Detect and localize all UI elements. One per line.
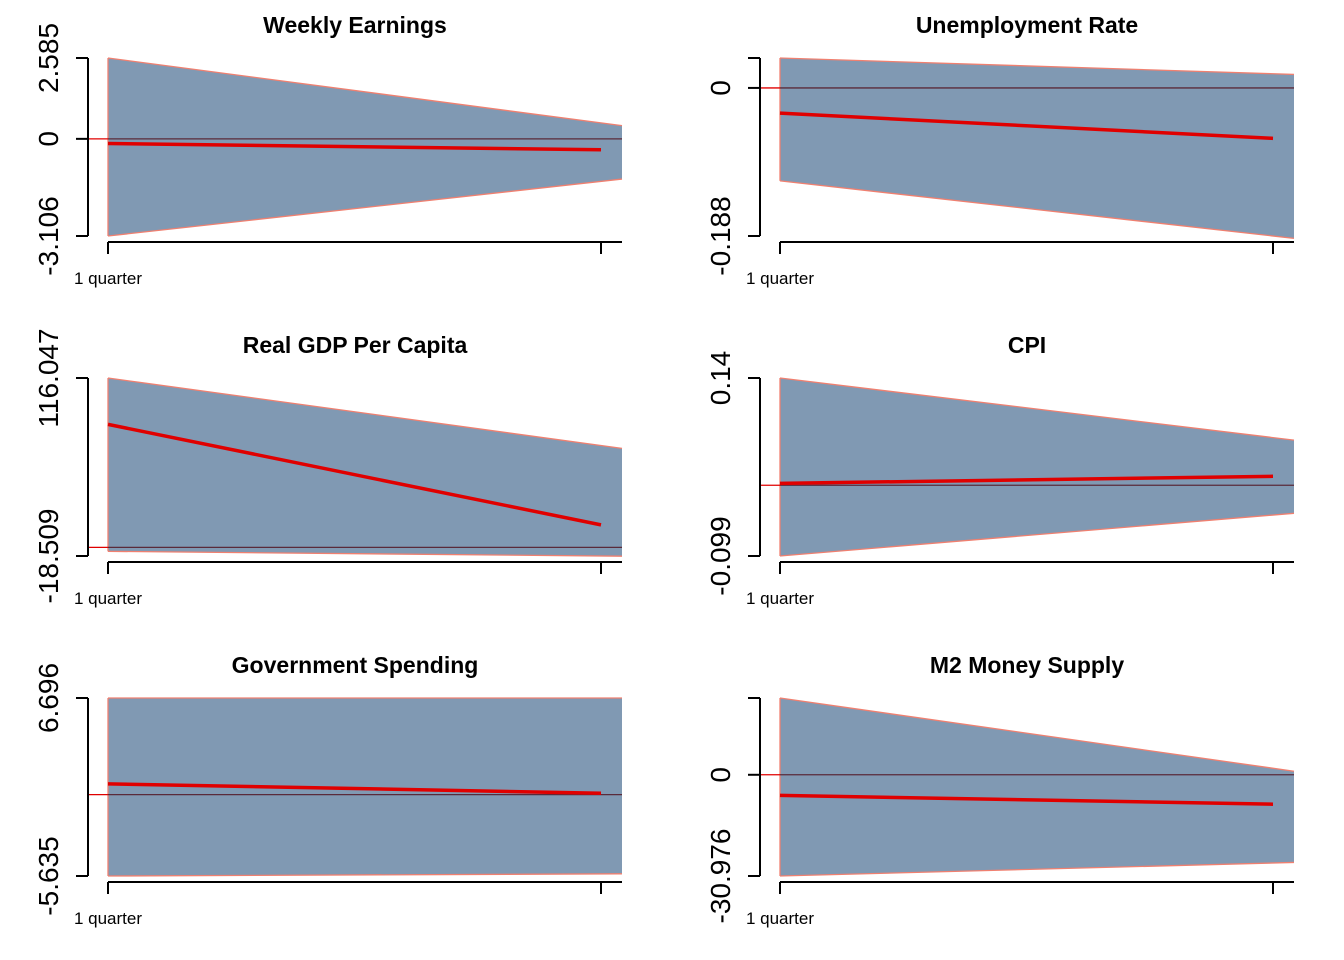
panel-title: M2 Money Supply xyxy=(930,652,1124,678)
upper-bound-line xyxy=(107,57,623,127)
x-tick-label: 1 quarter xyxy=(74,909,142,928)
y-tick-label: 116.047 xyxy=(33,328,64,427)
impulse-response-line xyxy=(779,111,1274,141)
lower-bound-line xyxy=(779,861,1295,877)
y-tick-label: -0.099 xyxy=(705,516,736,595)
lower-bound-line xyxy=(107,550,623,557)
confidence-band xyxy=(780,698,1294,876)
lower-bound-line xyxy=(779,512,1295,557)
panel-title: CPI xyxy=(1008,332,1046,358)
impulse-response-line xyxy=(107,782,602,795)
y-tick-label: 0.14 xyxy=(705,351,736,406)
upper-bound-line xyxy=(779,377,1295,441)
panel-5: -5.635 6.696 1 quarter Government Spending xyxy=(33,652,623,928)
panel-4: -0.099 0.14 1 quarter CPI xyxy=(705,332,1295,608)
x-tick-label: 1 quarter xyxy=(74,269,142,288)
y-tick-label: -30.976 xyxy=(705,829,736,924)
upper-bound-line xyxy=(779,57,1295,76)
confidence-band xyxy=(780,378,1294,556)
y-tick-label: -3.106 xyxy=(33,196,64,275)
confidence-band xyxy=(108,378,622,557)
panel-6: -30.976 0 1 quarter M2 Money Supply xyxy=(705,652,1295,928)
y-tick-label: 0 xyxy=(705,767,736,783)
lower-bound-line xyxy=(107,178,623,237)
y-tick-label: 6.696 xyxy=(33,663,64,733)
lower-bound-line xyxy=(107,873,623,877)
y-tick-label: 0 xyxy=(33,131,64,147)
y-tick-label: 2.585 xyxy=(33,23,64,93)
upper-bound-line xyxy=(779,697,1295,772)
panel-title: Weekly Earnings xyxy=(263,12,447,38)
y-tick-label: -0.188 xyxy=(705,196,736,275)
upper-bound-line xyxy=(107,377,623,450)
panel-3: -18.509 116.047 1 quarter Real GDP Per Capi… xyxy=(33,328,623,608)
impulse-response-line xyxy=(779,793,1274,806)
lower-bound-line xyxy=(779,180,1295,239)
impulse-response-line xyxy=(107,422,602,527)
x-tick-label: 1 quarter xyxy=(746,909,814,928)
x-tick-label: 1 quarter xyxy=(746,269,814,288)
panel-title: Unemployment Rate xyxy=(916,12,1138,38)
y-tick-label: 0 xyxy=(705,80,736,96)
x-tick-label: 1 quarter xyxy=(74,589,142,608)
confidence-band xyxy=(780,58,1294,239)
panel-2: -0.188 0 1 quarter Unemployment Rate xyxy=(705,12,1295,288)
panel-title: Government Spending xyxy=(232,652,479,678)
y-tick-label: -18.509 xyxy=(33,509,64,604)
y-tick-label: -5.635 xyxy=(33,836,64,915)
panel-title: Real GDP Per Capita xyxy=(243,332,468,358)
impulse-response-line xyxy=(779,474,1274,486)
x-tick-label: 1 quarter xyxy=(746,589,814,608)
impulse-response-line xyxy=(107,141,602,152)
panel-1: -3.106 0 2.585 1 quarter Weekly Earnings xyxy=(33,12,623,288)
